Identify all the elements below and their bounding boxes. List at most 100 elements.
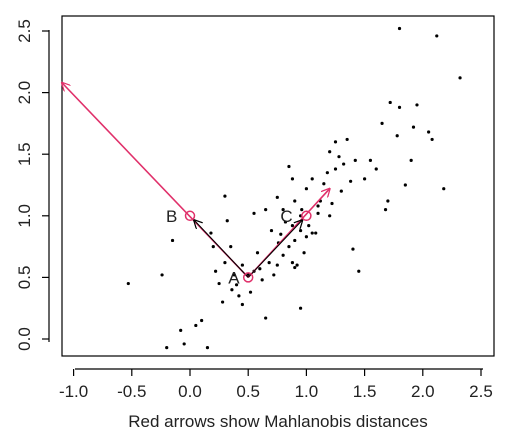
x-tick-label: 2.0 <box>411 382 435 401</box>
data-point <box>293 238 297 243</box>
data-point <box>386 199 390 203</box>
data-point <box>397 26 402 31</box>
data-point <box>279 232 283 236</box>
data-point <box>220 300 225 304</box>
data-point <box>351 247 355 251</box>
data-point <box>165 346 169 350</box>
data-point <box>349 179 353 183</box>
data-point <box>290 224 295 228</box>
x-tick-label: -0.5 <box>117 382 146 401</box>
data-point <box>310 177 314 181</box>
data-point <box>229 245 233 249</box>
data-point <box>290 261 295 265</box>
data-point <box>223 194 227 198</box>
data-point <box>435 34 439 38</box>
data-point <box>322 182 326 186</box>
data-point <box>240 263 244 267</box>
point-label-a: A <box>228 268 240 287</box>
x-axis: -1.0 -0.5 0.0 0.5 1.0 1.5 2.0 2.5 <box>59 368 493 401</box>
data-point <box>258 267 262 271</box>
data-point <box>328 214 332 218</box>
data-point <box>302 251 306 255</box>
data-point <box>458 76 462 80</box>
data-point <box>194 323 198 328</box>
x-tick-label: 1.0 <box>295 382 319 401</box>
data-point <box>357 269 361 273</box>
data-point <box>209 231 213 235</box>
data-point <box>339 189 343 193</box>
data-point <box>223 261 227 265</box>
data-point <box>337 155 341 159</box>
data-point <box>272 273 276 277</box>
data-point <box>298 306 303 310</box>
data-point <box>281 208 285 212</box>
point-marker-a <box>242 272 254 283</box>
x-tick-label: 0.5 <box>236 382 260 401</box>
y-tick-label: 0.5 <box>15 266 34 290</box>
data-point <box>430 137 434 142</box>
data-point <box>411 125 416 129</box>
data-point <box>214 269 218 273</box>
data-point <box>200 318 204 323</box>
x-tick-label: -1.0 <box>59 382 88 401</box>
data-point <box>230 288 234 292</box>
data-point <box>170 238 175 243</box>
data-point <box>252 211 256 215</box>
euclidean-arrow <box>247 220 302 278</box>
x-tick-label: 1.5 <box>353 382 377 401</box>
data-point <box>368 158 373 162</box>
point-marker-b <box>184 210 196 222</box>
data-point <box>314 231 318 235</box>
y-tick-label: 0.0 <box>15 327 34 351</box>
y-tick-label: 1.5 <box>15 142 34 166</box>
data-point <box>325 171 329 175</box>
euclidean-arrow <box>194 220 249 278</box>
data-point <box>260 278 264 282</box>
data-point <box>300 208 304 212</box>
data-point <box>126 281 130 286</box>
data-point <box>234 283 239 287</box>
data-point <box>395 134 399 138</box>
data-point <box>397 105 402 109</box>
data-point <box>383 208 388 212</box>
data-point <box>293 265 297 270</box>
data-point <box>342 162 346 166</box>
data-point <box>310 231 314 235</box>
data-point <box>264 208 268 212</box>
data-point <box>182 342 186 346</box>
data-point <box>316 211 320 215</box>
data-point <box>290 177 295 181</box>
data-point <box>211 245 215 249</box>
data-point <box>275 195 279 199</box>
data-point <box>281 253 285 257</box>
data-point <box>248 290 253 294</box>
point-label-b: B <box>166 207 177 226</box>
data-point <box>415 103 419 107</box>
data-point <box>298 228 303 233</box>
data-point <box>333 167 338 171</box>
x-tick-label: 0.0 <box>178 382 202 401</box>
point-label-c: C <box>280 207 292 226</box>
y-tick-label: 2.5 <box>15 19 34 43</box>
labeled-point-markers: A B C <box>166 207 312 287</box>
x-tick-label: 2.5 <box>469 382 493 401</box>
data-point <box>403 183 407 187</box>
data-point <box>345 137 349 142</box>
data-point <box>287 245 291 249</box>
data-point <box>255 251 260 255</box>
y-tick-label: 2.0 <box>15 81 34 105</box>
data-point <box>264 316 268 320</box>
data-point <box>237 294 241 298</box>
data-point <box>374 167 378 171</box>
data-point <box>295 263 299 267</box>
plot-frame <box>61 15 495 357</box>
data-point <box>316 204 320 208</box>
data-point <box>330 201 334 206</box>
point-marker-c <box>301 210 312 222</box>
data-point <box>160 273 164 277</box>
data-point <box>304 235 308 239</box>
data-point <box>293 199 297 203</box>
data-point <box>442 187 446 191</box>
data-point <box>380 121 384 125</box>
